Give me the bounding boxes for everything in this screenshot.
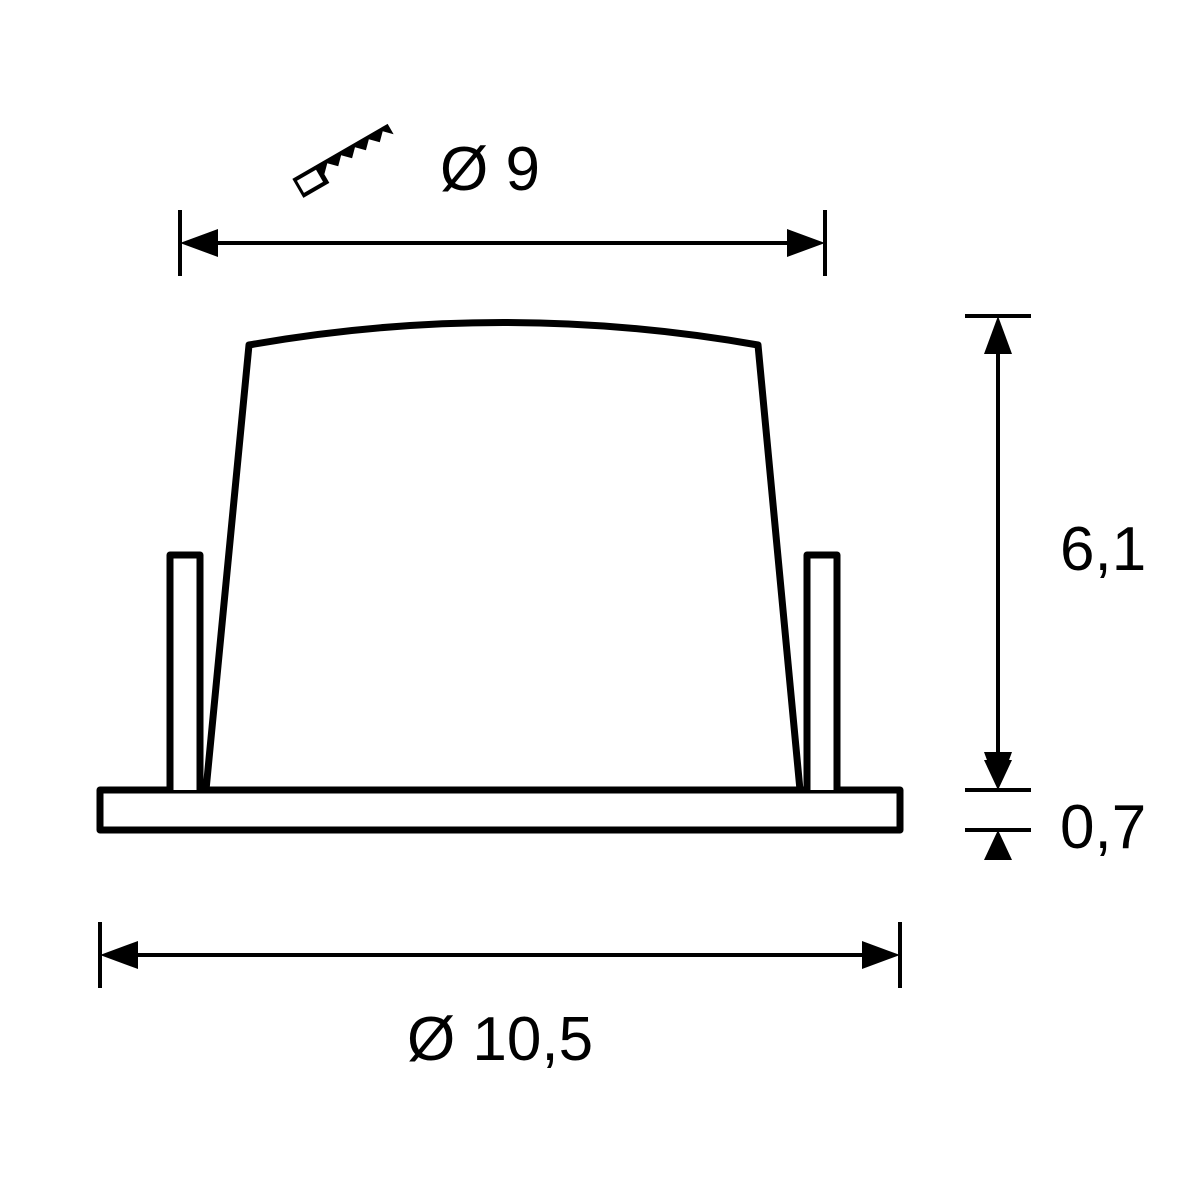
- dim-body-height: 6,1: [984, 316, 1146, 790]
- flange-outline: [100, 790, 900, 830]
- clip-left: [170, 555, 200, 790]
- dim-cutout-diameter: Ø 9: [180, 124, 825, 276]
- housing-outline: [206, 323, 800, 791]
- dimension-drawing: Ø 9 Ø 10,5 6,1 0,7: [0, 0, 1200, 1200]
- dim-flange-thickness: 0,7: [984, 760, 1146, 862]
- dim-overall-label: Ø 10,5: [407, 1005, 593, 1074]
- dim-overall-diameter: Ø 10,5: [100, 922, 900, 1074]
- saw-icon: [292, 124, 398, 198]
- dim-cutout-label: Ø 9: [440, 135, 540, 204]
- clip-right: [807, 555, 837, 790]
- dim-flange-thickness-label: 0,7: [1060, 793, 1146, 862]
- dim-body-height-label: 6,1: [1060, 515, 1146, 584]
